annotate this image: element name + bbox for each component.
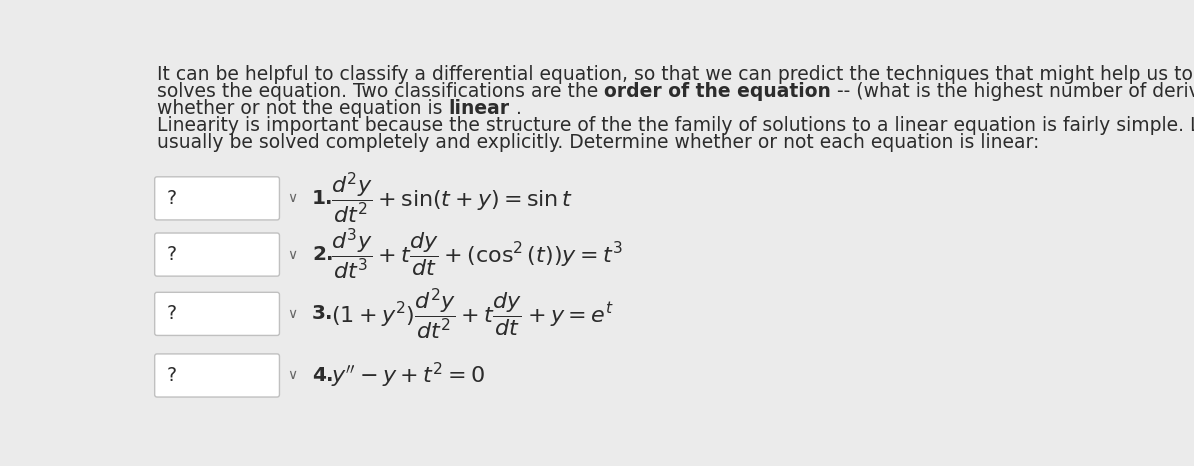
Text: solves the equation. Two classifications are the: solves the equation. Two classifications… [156, 82, 604, 101]
FancyBboxPatch shape [155, 177, 279, 220]
Text: Linearity is important because the structure of the the family of solutions to a: Linearity is important because the struc… [156, 116, 1194, 135]
Text: order of the equation: order of the equation [604, 82, 831, 101]
Text: $y'' - y + t^2 = 0$: $y'' - y + t^2 = 0$ [332, 361, 486, 390]
Text: 4.: 4. [312, 366, 333, 385]
Text: 1.: 1. [312, 189, 333, 208]
Text: -- (what is the highest number of derivatives involved) and: -- (what is the highest number of deriva… [831, 82, 1194, 101]
Text: whether or not the equation is: whether or not the equation is [156, 99, 449, 118]
Text: $\dfrac{d^2y}{dt^2} + \sin(t+y) = \sin t$: $\dfrac{d^2y}{dt^2} + \sin(t+y) = \sin t… [332, 171, 573, 226]
Text: 3.: 3. [312, 304, 333, 323]
Text: $(1+y^2)\dfrac{d^2y}{dt^2} + t\dfrac{dy}{dt} + y = e^t$: $(1+y^2)\dfrac{d^2y}{dt^2} + t\dfrac{dy}… [332, 286, 614, 342]
Text: ?: ? [166, 189, 177, 208]
Text: ∨: ∨ [288, 369, 297, 383]
Text: ∨: ∨ [288, 247, 297, 261]
Text: usually be solved completely and explicitly. Determine whether or not each equat: usually be solved completely and explici… [156, 133, 1039, 152]
Text: It can be helpful to classify a differential equation, so that we can predict th: It can be helpful to classify a differen… [156, 65, 1194, 84]
Text: ∨: ∨ [288, 307, 297, 321]
Text: ?: ? [166, 245, 177, 264]
Text: ?: ? [166, 304, 177, 323]
Text: $\dfrac{d^3y}{dt^3} + t\dfrac{dy}{dt} + (\cos^2(t))y = t^3$: $\dfrac{d^3y}{dt^3} + t\dfrac{dy}{dt} + … [332, 226, 623, 282]
Text: 2.: 2. [312, 245, 333, 264]
FancyBboxPatch shape [155, 233, 279, 276]
FancyBboxPatch shape [155, 292, 279, 336]
Text: linear: linear [449, 99, 510, 118]
Text: ∨: ∨ [288, 192, 297, 206]
FancyBboxPatch shape [155, 354, 279, 397]
Text: ?: ? [166, 366, 177, 385]
Text: .: . [510, 99, 522, 118]
